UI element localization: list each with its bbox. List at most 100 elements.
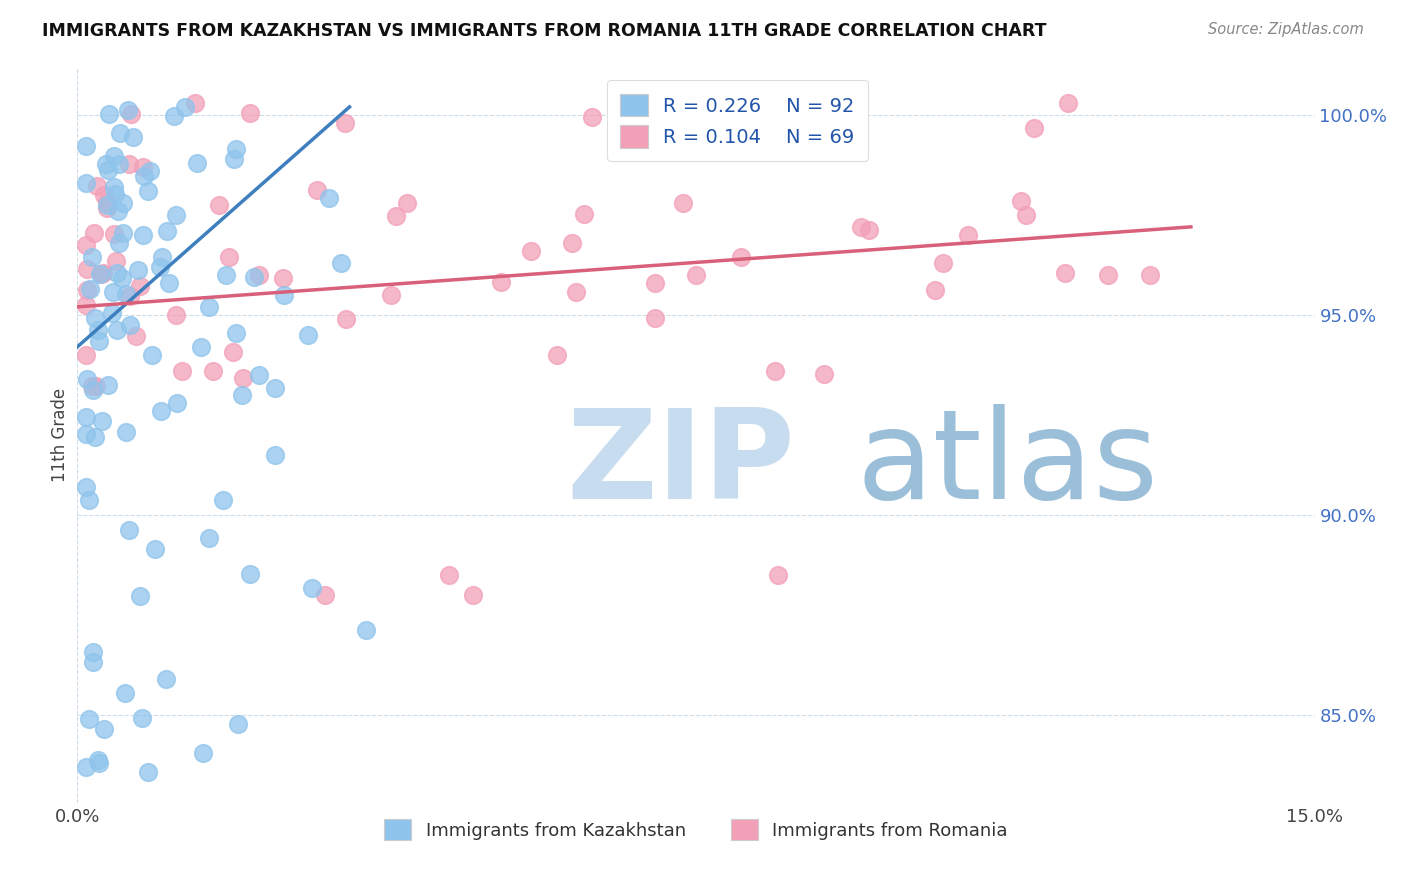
Point [247,268,270,282]
Point [101,306,124,320]
Point [91,266,114,280]
Point [97,377,120,392]
Point [143,541,166,556]
Point [333,116,356,130]
Point [77,712,100,726]
Point [225,326,247,340]
Point [173,100,195,114]
Point [111,271,134,285]
Point [198,531,221,545]
Point [139,164,162,178]
Point [437,567,460,582]
Point [232,371,254,385]
Point [75,298,97,312]
Point [132,227,155,242]
Point [96,195,118,210]
Point [222,345,245,359]
Point [956,228,979,243]
Point [264,448,287,462]
Point [297,327,319,342]
Point [75,238,97,252]
Point [93,722,115,736]
Point [239,567,262,582]
Point [94,157,117,171]
Point [813,368,835,382]
Point [76,283,98,297]
Point [231,388,253,402]
Point [117,103,139,117]
Point [117,524,139,538]
Point [1053,266,1076,280]
Point [136,184,159,198]
Point [247,368,270,382]
Point [335,311,357,326]
Point [118,156,141,170]
Point [108,157,131,171]
Point [122,130,145,145]
Point [115,286,138,301]
Point [136,764,159,779]
Point [128,278,150,293]
Point [165,308,187,322]
Point [384,209,406,223]
Point [318,191,340,205]
Point [90,267,112,281]
Point [561,235,583,250]
Point [170,364,193,378]
Point [79,282,101,296]
Point [225,142,247,156]
Point [82,645,104,659]
Point [491,276,513,290]
Point [120,289,142,303]
Point [105,266,128,280]
Point [87,334,110,348]
Point [82,655,104,669]
Point [211,493,233,508]
Point [314,588,336,602]
Point [84,430,107,444]
Point [546,348,568,362]
Point [1097,268,1119,282]
Point [150,404,173,418]
Point [97,163,120,178]
Point [104,254,127,268]
Point [75,176,97,190]
Point [198,300,221,314]
Point [83,227,105,241]
Point [115,425,138,440]
Point [114,686,136,700]
Point [112,195,135,210]
Point [120,107,142,121]
Point [103,149,125,163]
Point [763,364,786,378]
Point [96,201,118,215]
Point [264,381,287,395]
Point [125,329,148,343]
Point [76,261,98,276]
Point [574,207,596,221]
Point [768,567,790,582]
Point [858,223,880,237]
Point [849,219,872,234]
Point [107,235,129,250]
Point [239,105,262,120]
Point [132,169,155,184]
Point [273,288,295,302]
Point [191,746,214,760]
Point [98,106,121,120]
Point [155,224,177,238]
Point [77,493,100,508]
Point [1057,96,1080,111]
Point [75,139,97,153]
Point [108,126,131,140]
Point [86,179,108,194]
Point [127,262,149,277]
Point [87,753,110,767]
Point [82,250,104,264]
Text: ZIP: ZIP [567,404,794,524]
Point [132,160,155,174]
Point [107,203,129,218]
Point [165,208,187,222]
Point [89,267,111,281]
Point [82,379,104,393]
